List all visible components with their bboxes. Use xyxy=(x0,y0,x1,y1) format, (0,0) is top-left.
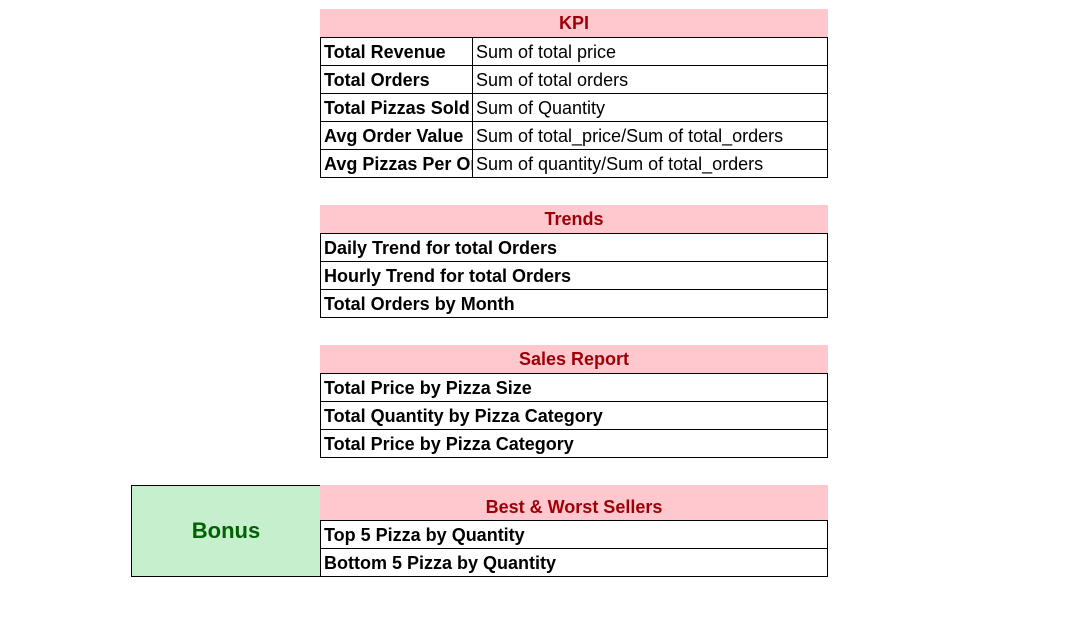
sales-report-cell[interactable]: Total Price by Pizza Category xyxy=(324,434,574,454)
sales-report-section: Sales Report Total Price by Pizza Size T… xyxy=(320,345,828,458)
trends-cell[interactable]: Total Orders by Month xyxy=(324,294,515,314)
table-row: Total Orders by Month xyxy=(321,290,827,318)
table-row: Hourly Trend for total Orders xyxy=(321,262,827,290)
table-row: Total Quantity by Pizza Category xyxy=(321,402,827,430)
kpi-definition-cell[interactable]: Sum of quantity/Sum of total_orders xyxy=(476,154,764,174)
trends-cell[interactable]: Daily Trend for total Orders xyxy=(324,238,558,258)
trends-table: Daily Trend for total Orders Hourly Tren… xyxy=(320,233,828,318)
kpi-definition-cell[interactable]: Sum of Quantity xyxy=(476,98,606,118)
bonus-cell[interactable]: Bonus xyxy=(131,485,321,577)
kpi-header[interactable]: KPI xyxy=(320,9,828,37)
kpi-name-cell[interactable]: Total Pizzas Sold xyxy=(321,94,473,121)
table-row: Total Pizzas Sold Sum of Quantity xyxy=(321,94,827,122)
kpi-definition-cell[interactable]: Sum of total orders xyxy=(476,70,629,90)
best-worst-header[interactable]: Best & Worst Sellers xyxy=(320,485,828,520)
kpi-name-cell[interactable]: Avg Order Value xyxy=(321,122,473,149)
sales-report-cell[interactable]: Total Price by Pizza Size xyxy=(324,378,532,398)
kpi-definition-cell[interactable]: Sum of total_price/Sum of total_orders xyxy=(476,126,784,146)
table-row: Avg Pizzas Per Or Sum of quantity/Sum of… xyxy=(321,150,827,178)
kpi-name-cell[interactable]: Avg Pizzas Per Or xyxy=(321,150,473,177)
kpi-definition-cell[interactable]: Sum of total price xyxy=(476,42,617,62)
sales-report-table: Total Price by Pizza Size Total Quantity… xyxy=(320,373,828,458)
sales-report-header[interactable]: Sales Report xyxy=(320,345,828,373)
kpi-name-cell[interactable]: Total Revenue xyxy=(321,38,473,65)
table-row: Total Revenue Sum of total price xyxy=(321,38,827,66)
best-worst-section: Best & Worst Sellers Top 5 Pizza by Quan… xyxy=(320,485,828,577)
trends-header[interactable]: Trends xyxy=(320,205,828,233)
table-row: Bottom 5 Pizza by Quantity xyxy=(321,549,827,577)
table-row: Total Price by Pizza Size xyxy=(321,374,827,402)
best-worst-cell[interactable]: Top 5 Pizza by Quantity xyxy=(324,525,525,545)
table-row: Daily Trend for total Orders xyxy=(321,234,827,262)
kpi-section: KPI Total Revenue Sum of total price Tot… xyxy=(320,9,828,178)
kpi-table: Total Revenue Sum of total price Total O… xyxy=(320,37,828,178)
trends-cell[interactable]: Hourly Trend for total Orders xyxy=(324,266,572,286)
table-row: Avg Order Value Sum of total_price/Sum o… xyxy=(321,122,827,150)
table-row: Total Price by Pizza Category xyxy=(321,430,827,458)
trends-section: Trends Daily Trend for total Orders Hour… xyxy=(320,205,828,318)
best-worst-table: Top 5 Pizza by Quantity Bottom 5 Pizza b… xyxy=(320,520,828,577)
best-worst-cell[interactable]: Bottom 5 Pizza by Quantity xyxy=(324,553,557,573)
table-row: Total Orders Sum of total orders xyxy=(321,66,827,94)
sales-report-cell[interactable]: Total Quantity by Pizza Category xyxy=(324,406,603,426)
table-row: Top 5 Pizza by Quantity xyxy=(321,521,827,549)
kpi-name-cell[interactable]: Total Orders xyxy=(321,66,473,93)
